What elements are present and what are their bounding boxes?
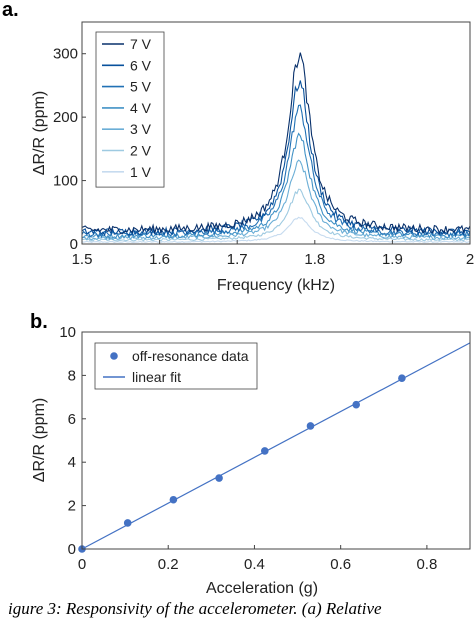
panel-a-legend-box <box>95 31 165 188</box>
data-point <box>215 474 223 482</box>
panel-a-y-tick-label: 300 <box>53 46 78 63</box>
panel-a-x-tick-label: 2 <box>466 251 474 268</box>
panel-a-y-tick-label: 200 <box>53 109 78 126</box>
figure-caption: igure 3: Responsivity of the acceleromet… <box>8 599 382 618</box>
legend-label: 4 V <box>130 100 152 116</box>
panel-a-x-tick-label: 1.8 <box>304 251 325 268</box>
panel-b-x-tick-label: 0 <box>78 556 86 573</box>
series-line-1v <box>81 216 471 244</box>
series-line-2v <box>81 188 471 242</box>
panel-a-x-tick-label: 1.9 <box>382 251 403 268</box>
legend-label: 2 V <box>130 143 152 159</box>
panel-a-x-ticks: 1.5 1.6 1.7 1.8 1.9 2 <box>72 240 474 268</box>
panel-b-y-tick-label: 4 <box>68 454 76 471</box>
legend-label: off-resonance data <box>132 348 249 364</box>
data-point <box>398 374 406 383</box>
panel-b-x-tick-label: 0.4 <box>244 556 265 573</box>
panel-a-y-tick-label: 100 <box>53 173 78 190</box>
panel-b-label: b. <box>30 311 48 333</box>
panel-b-legend: off-resonance data linear fit <box>94 342 258 390</box>
panel-b: b. 0 0.2 0.4 0.6 0.8 0 2 4 6 8 10 Acceleration (g… <box>30 311 471 597</box>
panel-b-y-tick-label: 0 <box>68 541 76 558</box>
panel-b-x-ticks: 0 0.2 0.4 0.6 0.8 <box>78 545 437 573</box>
panel-a-x-tick-label: 1.7 <box>227 251 248 268</box>
legend-label: linear fit <box>132 369 181 385</box>
panel-b-y-tick-label: 8 <box>68 367 76 384</box>
panel-a-x-tick-label: 1.5 <box>72 251 93 268</box>
series-line-6v <box>81 80 471 237</box>
panel-b-y-tick-label: 2 <box>68 498 76 515</box>
legend-marker <box>110 352 118 360</box>
panel-b-y-axis-label: ΔR/R (ppm) <box>31 398 48 482</box>
panel-a-label: a. <box>2 0 19 21</box>
panel-b-x-axis-label: Acceleration (g) <box>206 580 318 597</box>
panel-b-x-tick-label: 0.8 <box>416 556 437 573</box>
panel-a-x-tick-label: 1.6 <box>149 251 170 268</box>
data-point <box>306 422 315 430</box>
legend-label: 5 V <box>130 79 152 95</box>
data-point <box>260 447 269 455</box>
legend-label: 3 V <box>130 121 152 137</box>
panel-a-y-tick-label: 0 <box>70 236 78 253</box>
series-line-4v <box>81 132 471 240</box>
data-point <box>169 495 178 504</box>
panel-a-x-axis-label: Frequency (kHz) <box>217 277 335 294</box>
panel-b-y-tick-label: 6 <box>68 411 76 428</box>
data-point <box>123 519 132 527</box>
panel-a-axes-box <box>81 21 471 245</box>
panel-a-y-ticks: 0 100 200 300 <box>53 46 86 253</box>
panel-b-y-tick-label: 10 <box>59 324 76 341</box>
panel-b-axes-box <box>81 331 471 550</box>
panel-a-curves <box>81 52 471 244</box>
legend-label: 6 V <box>130 57 152 73</box>
panel-b-x-tick-label: 0.6 <box>330 556 351 573</box>
panel-a-legend: 7 V 6 V 5 V 4 V 3 V 2 V 1 V <box>95 31 165 188</box>
panel-b-legend-box <box>94 342 258 390</box>
series-line-7v <box>81 52 471 235</box>
panel-a-y-axis-label: ΔR/R (ppm) <box>31 91 48 175</box>
panel-b-x-tick-label: 0.2 <box>158 556 179 573</box>
panel-a: a. 1.5 1.6 1.7 1.8 1.9 2 0 100 200 300 Frequency… <box>2 0 474 294</box>
legend-label: 7 V <box>130 36 152 52</box>
panel-b-y-ticks: 0 2 4 6 8 10 <box>59 324 86 558</box>
data-point <box>352 400 360 409</box>
legend-label: 1 V <box>130 164 152 180</box>
panel-b-plot <box>78 342 471 553</box>
